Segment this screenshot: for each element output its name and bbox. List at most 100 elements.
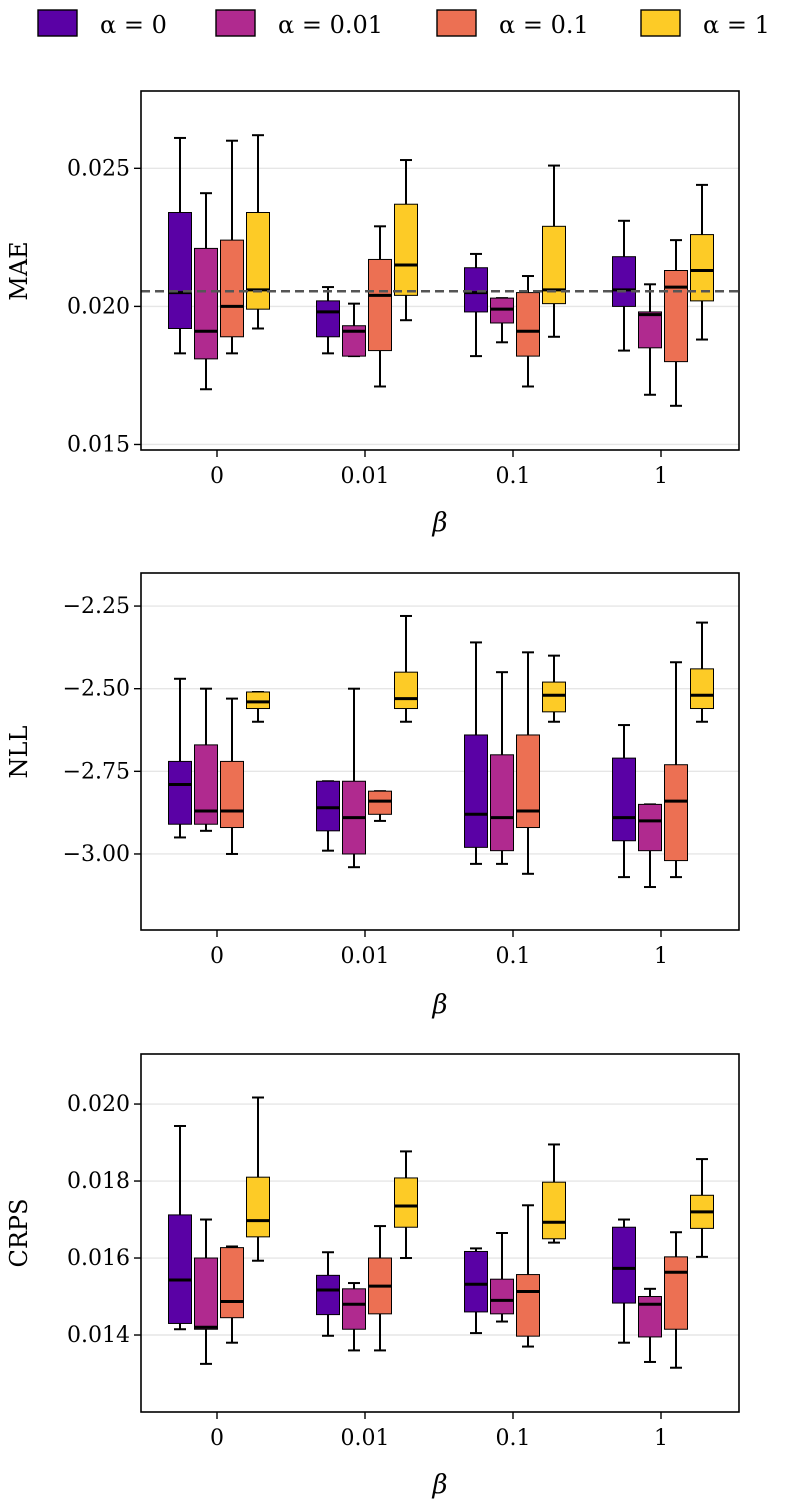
nll-box-series1-cat3: [638, 803, 662, 889]
crps-boxes: [168, 1096, 714, 1369]
panel-crps: 0.014 0.016 0.018 0.020 0 0.01 0.1 1 CRPS β: [5, 1053, 740, 1500]
mae-y-axis-label: MAE: [5, 241, 33, 300]
nll-x-tick-label-2: 0.1: [496, 944, 531, 969]
mae-box-series3-cat3: [690, 183, 714, 341]
crps-iqr-box: [612, 1226, 636, 1304]
mae-y-tick-label-2: 0.025: [67, 156, 130, 181]
crps-box-series2-cat2: [516, 1204, 540, 1348]
nll-box-series1-cat0: [194, 687, 218, 832]
mae-x-tick-label-1: 0.01: [341, 464, 390, 489]
crps-box-series3-cat2: [542, 1143, 566, 1244]
nll-y-ticks: −3.00 −2.75 −2.50 −2.25: [63, 594, 141, 867]
nll-x-tick-label-0: 0: [210, 944, 224, 969]
mae-box-series1-cat0: [194, 192, 218, 391]
legend-entry-alpha-0.1: α = 0.1: [436, 9, 589, 39]
crps-x-tick-label-2: 0.1: [496, 1426, 531, 1451]
mae-iqr-box: [246, 212, 270, 310]
mae-box-series3-cat2: [542, 164, 566, 338]
mae-box-series3-cat0: [246, 134, 270, 330]
legend-label-alpha-1: α = 1: [703, 11, 770, 39]
mae-box-series0-cat2: [464, 252, 488, 358]
legend-swatch-alpha-0.01: [215, 9, 256, 37]
mae-box-series1-cat2: [490, 297, 514, 344]
nll-plot-frame: [140, 572, 740, 931]
mae-box-series2-cat1: [368, 225, 392, 388]
panel-nll: −3.00 −2.75 −2.50 −2.25 0 0.01 0.1 1 NLL β: [5, 572, 740, 1020]
nll-box-series1-cat1: [342, 687, 366, 869]
mae-box-series2-cat2: [516, 275, 540, 388]
legend-swatch-alpha-0.1: [436, 9, 477, 37]
legend-swatch-alpha-1: [640, 9, 681, 37]
crps-y-tick-label-2: 0.018: [67, 1169, 130, 1194]
crps-box-series0-cat0: [168, 1124, 192, 1331]
mae-box-series3-cat1: [394, 159, 418, 322]
crps-box-series3-cat3: [690, 1158, 714, 1258]
mae-iqr-box: [342, 325, 366, 357]
nll-iqr-box: [690, 668, 714, 710]
legend-swatch-alpha-0: [37, 9, 78, 37]
crps-box-series2-cat0: [220, 1245, 244, 1344]
legend: α = 0 α = 0.01 α = 0.1 α = 1: [37, 9, 770, 39]
crps-iqr-box: [220, 1247, 244, 1319]
nll-x-tick-label-1: 0.01: [341, 944, 390, 969]
crps-x-axis-label: β: [431, 1470, 447, 1500]
nll-iqr-box: [464, 734, 488, 848]
nll-iqr-box: [246, 691, 270, 710]
mae-box-series1-cat1: [342, 302, 366, 358]
nll-box-series3-cat2: [542, 654, 566, 723]
mae-x-tick-label-0: 0: [210, 464, 224, 489]
nll-y-tick-label-2: −2.50: [63, 677, 130, 702]
crps-y-ticks: 0.014 0.016 0.018 0.020: [67, 1092, 141, 1348]
mae-y-ticks: 0.015 0.020 0.025: [67, 156, 141, 457]
mae-box-series0-cat0: [168, 136, 192, 355]
nll-box-series2-cat2: [516, 651, 540, 875]
mae-y-tick-label-1: 0.020: [67, 294, 130, 319]
nll-iqr-box: [316, 780, 340, 832]
mae-iqr-box: [194, 247, 218, 360]
legend-label-alpha-0.1: α = 0.1: [499, 11, 589, 39]
mae-box-series1-cat3: [638, 283, 662, 396]
mae-boxes: [168, 134, 714, 407]
crps-y-tick-label-3: 0.020: [67, 1092, 130, 1117]
mae-x-ticks: 0 0.01 0.1 1: [210, 450, 668, 489]
crps-box-series0-cat2: [464, 1247, 488, 1335]
mae-box-series0-cat1: [316, 286, 340, 355]
nll-iqr-box: [368, 790, 392, 815]
nll-x-ticks: 0 0.01 0.1 1: [210, 930, 668, 969]
nll-y-tick-label-0: −3.00: [63, 842, 130, 867]
crps-iqr-box: [316, 1274, 340, 1316]
crps-iqr-box: [490, 1278, 514, 1315]
mae-iqr-box: [394, 203, 418, 296]
mae-iqr-box: [368, 258, 392, 352]
crps-iqr-box: [664, 1256, 688, 1330]
nll-box-series3-cat0: [246, 691, 270, 723]
nll-boxes: [168, 614, 714, 889]
nll-y-tick-label-3: −2.25: [63, 594, 130, 619]
crps-y-axis-label: CRPS: [5, 1198, 33, 1267]
nll-iqr-box: [542, 681, 566, 713]
mae-iqr-box: [638, 311, 662, 349]
legend-entry-alpha-0.01: α = 0.01: [215, 9, 383, 39]
crps-iqr-box: [194, 1257, 218, 1330]
mae-iqr-box: [690, 234, 714, 302]
crps-x-ticks: 0 0.01 0.1 1: [210, 1412, 668, 1451]
crps-box-series2-cat1: [368, 1225, 392, 1352]
nll-iqr-box: [168, 760, 192, 825]
nll-box-series0-cat0: [168, 677, 192, 839]
crps-box-series1-cat0: [194, 1218, 218, 1365]
nll-iqr-box: [194, 744, 218, 825]
crps-iqr-box: [638, 1296, 662, 1338]
crps-iqr-box: [168, 1214, 192, 1324]
nll-box-series3-cat1: [394, 614, 418, 723]
crps-box-series1-cat1: [342, 1282, 366, 1352]
mae-box-series2-cat3: [664, 239, 688, 407]
nll-box-series2-cat1: [368, 790, 392, 822]
nll-iqr-box: [394, 671, 418, 710]
mae-iqr-box: [516, 292, 540, 357]
panel-mae: 0.015 0.020 0.025 0 0.01 0.1 1 MAE β: [5, 90, 740, 538]
nll-box-series2-cat3: [664, 661, 688, 879]
mae-x-tick-label-3: 1: [654, 464, 668, 489]
crps-iqr-box: [516, 1274, 540, 1337]
crps-x-tick-label-0: 0: [210, 1426, 224, 1451]
